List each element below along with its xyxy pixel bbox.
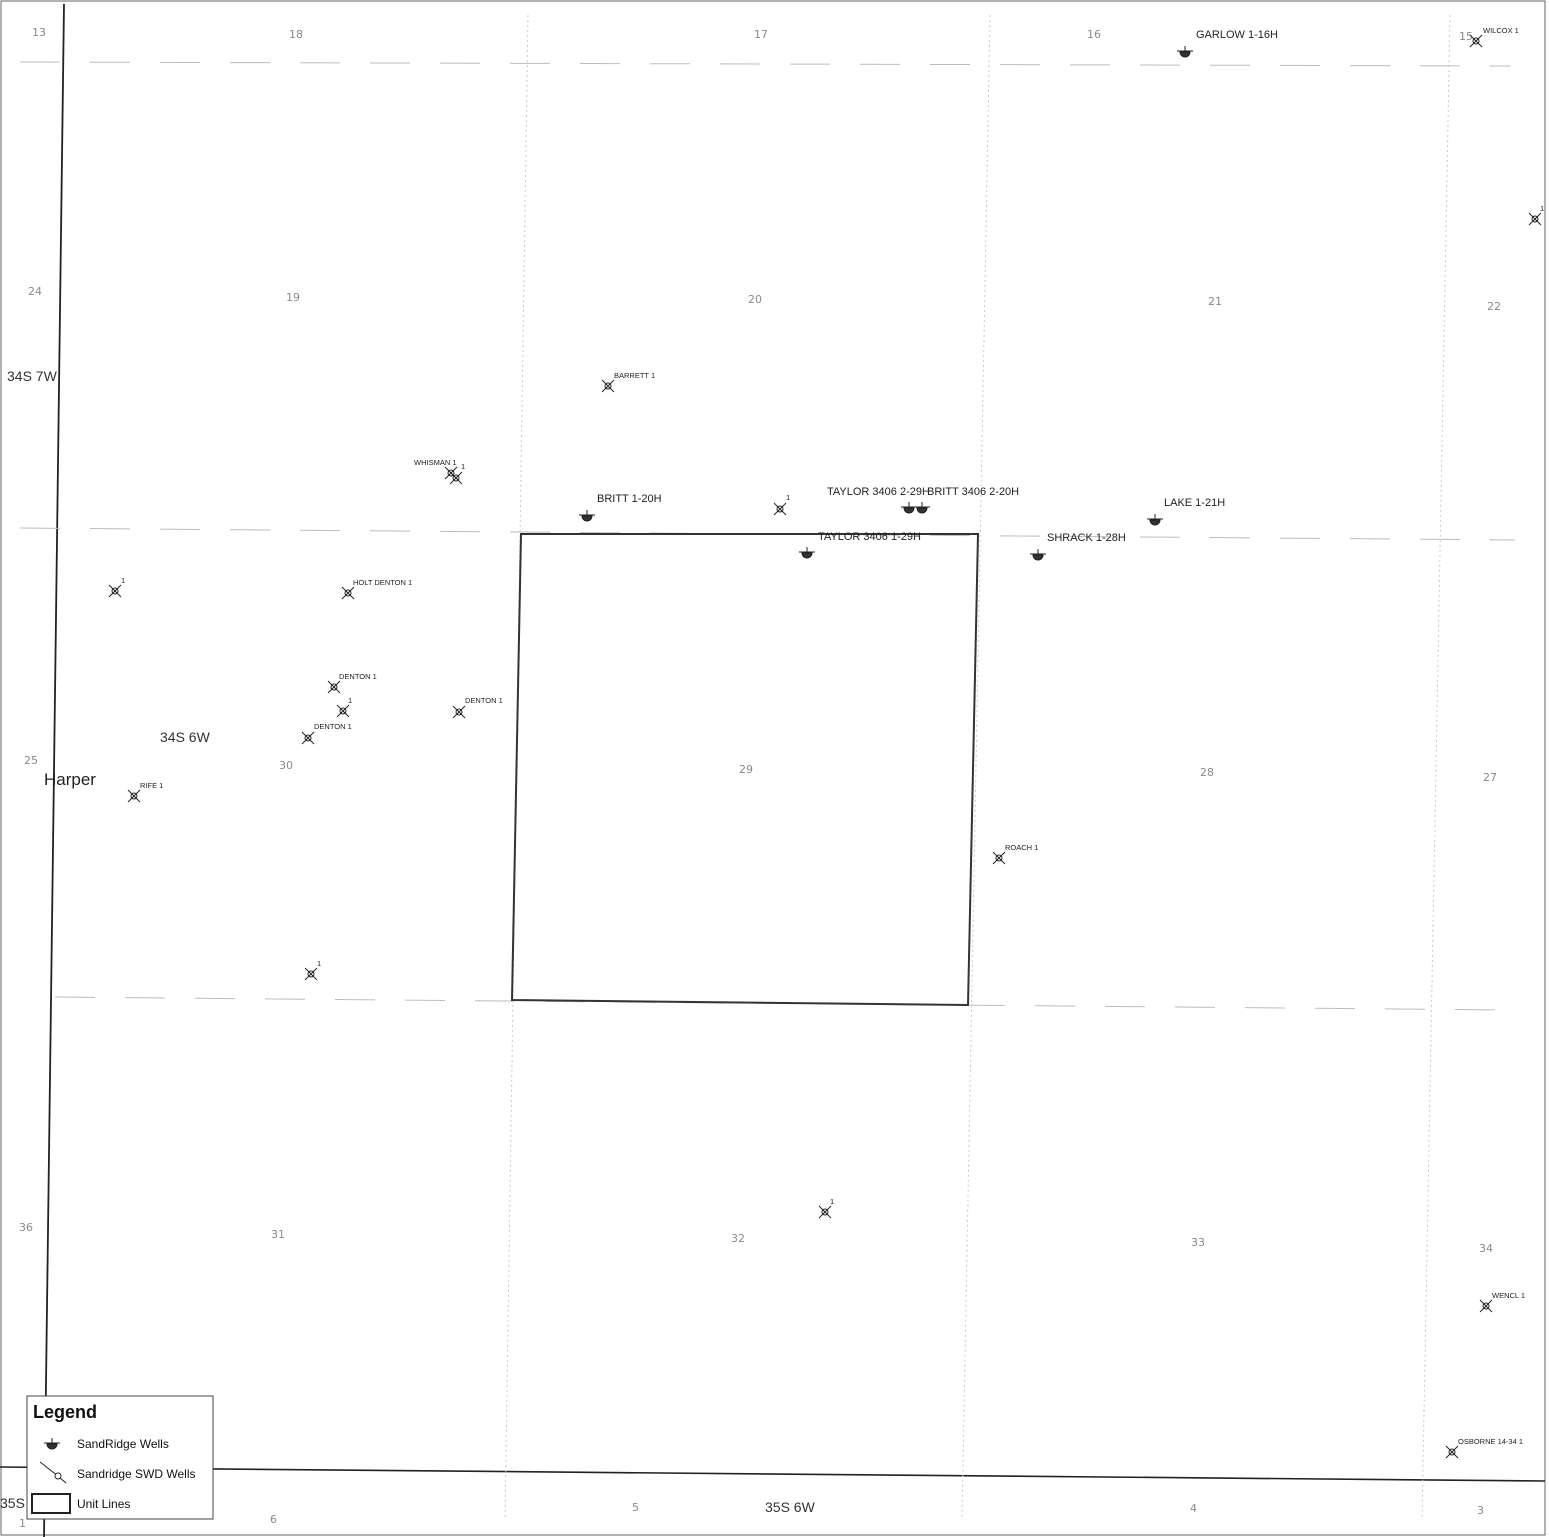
well-label-unnamed-1: 1 bbox=[1540, 204, 1544, 213]
well-label-lake: LAKE 1-21H bbox=[1164, 497, 1225, 509]
section-19: 19 bbox=[286, 291, 300, 304]
well-label-denton-b: DENTON 1 bbox=[465, 696, 503, 705]
section-20: 20 bbox=[748, 293, 762, 306]
sandridge-well-icon bbox=[1176, 45, 1194, 58]
well-label-whisman: WHISMAN 1 bbox=[414, 458, 457, 467]
dry-hole-icon bbox=[1445, 1445, 1459, 1459]
legend-sandridge-wells: SandRidge Wells bbox=[77, 1437, 169, 1451]
section-21: 21 bbox=[1208, 295, 1222, 308]
well-label-taylor-2-29h: TAYLOR 3406 2-29H bbox=[827, 486, 930, 498]
well-label-unnamed-3: 1 bbox=[121, 576, 125, 585]
unit-boundary bbox=[510, 533, 980, 1007]
section-line-v3 bbox=[1421, 14, 1451, 1521]
dry-hole-icon bbox=[773, 502, 787, 516]
dry-hole-icon bbox=[449, 471, 463, 485]
dry-hole-icon bbox=[1479, 1299, 1493, 1313]
well-label-osborne: OSBORNE 14-34 1 bbox=[1458, 1437, 1523, 1446]
section-line-v2 bbox=[961, 14, 991, 1521]
section-16: 16 bbox=[1087, 28, 1101, 41]
township-line-south bbox=[0, 1466, 1546, 1482]
legend: Legend SandRidge Wells Sandridge SWD Wel… bbox=[26, 1395, 214, 1520]
section-25: 25 bbox=[24, 754, 38, 767]
section-32: 32 bbox=[731, 1232, 745, 1245]
well-label-roach: ROACH 1 bbox=[1005, 843, 1038, 852]
well-label-wencl: WENCL 1 bbox=[1492, 1291, 1525, 1300]
section-3: 3 bbox=[1477, 1504, 1484, 1517]
township-label-35s: 35S bbox=[0, 1495, 25, 1511]
well-label-unnamed-4: 1 bbox=[348, 696, 352, 705]
section-4: 4 bbox=[1190, 1502, 1197, 1515]
dry-hole-icon bbox=[108, 584, 122, 598]
section-13: 13 bbox=[32, 26, 46, 39]
sandridge-well-icon bbox=[1029, 548, 1047, 561]
well-label-unnamed-5: 1 bbox=[317, 959, 321, 968]
well-label-taylor-1-29h: TAYLOR 3406 1-29H bbox=[818, 531, 921, 543]
section-22: 22 bbox=[1487, 300, 1501, 313]
section-15: 15 bbox=[1459, 30, 1473, 43]
legend-box bbox=[26, 1395, 214, 1520]
sandridge-well-icon bbox=[1146, 513, 1164, 526]
legend-title: Legend bbox=[33, 1402, 97, 1422]
township-line-west bbox=[43, 3, 65, 1537]
section-30: 30 bbox=[279, 759, 293, 772]
well-label-holt-denton: HOLT DENTON 1 bbox=[353, 578, 412, 587]
dry-hole-icon bbox=[992, 851, 1006, 865]
well-label-barrett: BARRETT 1 bbox=[614, 371, 655, 380]
well-label-rife: RIFE 1 bbox=[140, 781, 163, 790]
legend-swd-wells: Sandridge SWD Wells bbox=[77, 1467, 196, 1481]
well-label-wilcox: WILCOX 1 bbox=[1483, 26, 1519, 35]
well-label-shrack: SHRACK 1-28H bbox=[1047, 532, 1126, 544]
sandridge-well-icon bbox=[798, 546, 816, 559]
well-label-unnamed-2: 1 bbox=[786, 493, 790, 502]
dry-hole-icon bbox=[327, 680, 341, 694]
section-line-h2 bbox=[19, 527, 1516, 541]
section-line-v1 bbox=[504, 14, 529, 1521]
section-29: 29 bbox=[739, 763, 753, 776]
dry-hole-icon bbox=[818, 1205, 832, 1219]
well-label-unnamed-6: 1 bbox=[830, 1197, 834, 1206]
well-label-garlow: GARLOW 1-16H bbox=[1196, 29, 1278, 41]
legend-unit-lines-swatch bbox=[31, 1493, 71, 1514]
section-17: 17 bbox=[754, 28, 768, 41]
well-label-denton-c: DENTON 1 bbox=[314, 722, 352, 731]
township-label-34s6w: 34S 6W bbox=[160, 729, 211, 745]
well-label-britt-1-20h: BRITT 1-20H bbox=[597, 493, 662, 505]
well-label-denton-a: DENTON 1 bbox=[339, 672, 377, 681]
sandridge-well-icon bbox=[913, 501, 931, 514]
section-28: 28 bbox=[1200, 766, 1214, 779]
section-24: 24 bbox=[28, 285, 42, 298]
dry-hole-icon bbox=[341, 586, 355, 600]
section-line-h1 bbox=[19, 61, 1511, 67]
township-label-34s7w: 34S 7W bbox=[7, 368, 58, 384]
section-31: 31 bbox=[271, 1228, 285, 1241]
county-label: Harper bbox=[44, 770, 96, 789]
well-label-whisman-num: 1 bbox=[461, 462, 465, 471]
sandridge-well-icon bbox=[578, 509, 596, 522]
section-6: 6 bbox=[270, 1513, 277, 1526]
dry-hole-icon bbox=[452, 705, 466, 719]
legend-swd-well-icon bbox=[39, 1461, 67, 1484]
section-34: 34 bbox=[1479, 1242, 1493, 1255]
dry-hole-icon bbox=[336, 704, 350, 718]
dry-hole-icon bbox=[1528, 212, 1542, 226]
dry-hole-icon bbox=[304, 967, 318, 981]
township-label-35s6w: 35S 6W bbox=[765, 1499, 816, 1515]
section-36: 36 bbox=[19, 1221, 33, 1234]
section-27: 27 bbox=[1483, 771, 1497, 784]
section-5: 5 bbox=[632, 1501, 639, 1514]
dry-hole-icon bbox=[127, 789, 141, 803]
dry-hole-icon bbox=[301, 731, 315, 745]
dry-hole-icon bbox=[601, 379, 615, 393]
section-18: 18 bbox=[289, 28, 303, 41]
legend-unit-lines: Unit Lines bbox=[77, 1497, 130, 1511]
section-33: 33 bbox=[1191, 1236, 1205, 1249]
well-label-britt-2-20h: BRITT 3406 2-20H bbox=[927, 486, 1019, 498]
section-1: 1 bbox=[19, 1517, 26, 1530]
